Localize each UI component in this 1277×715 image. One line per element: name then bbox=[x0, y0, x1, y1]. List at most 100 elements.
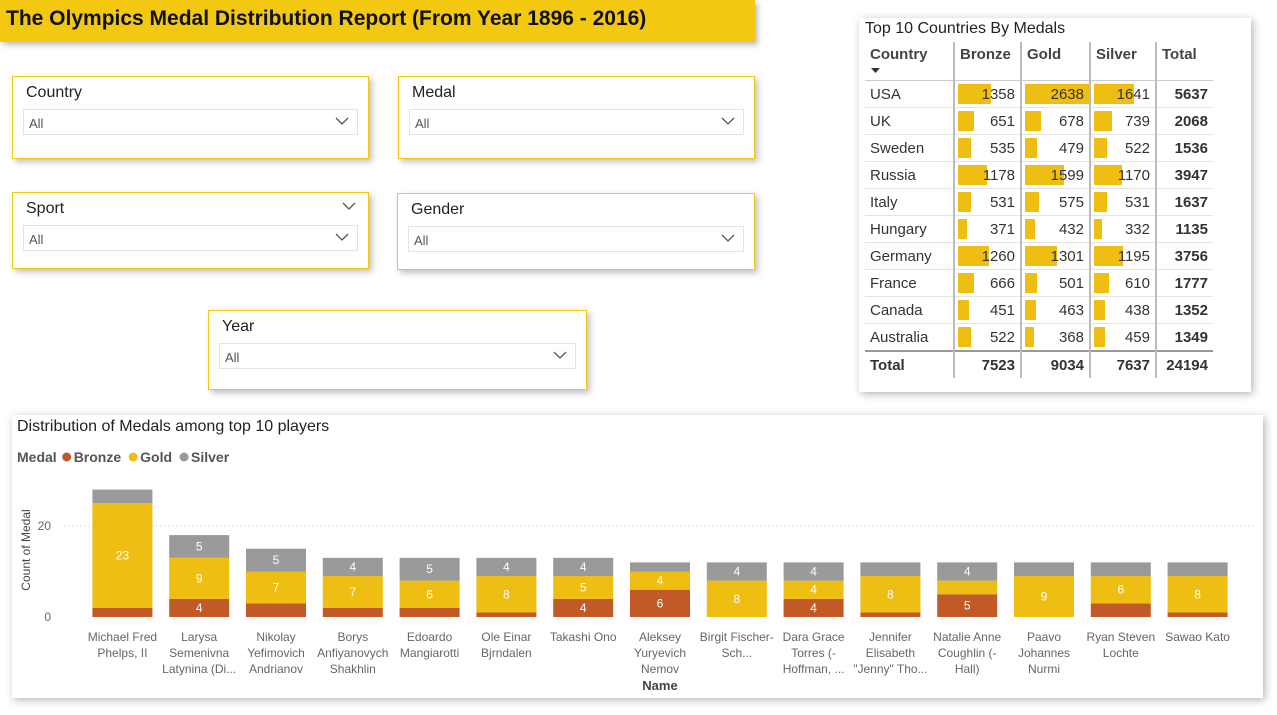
bar-segment bbox=[246, 603, 306, 617]
x-tick-label: Larysa Semenivna Latynina (Di... bbox=[162, 630, 237, 676]
value-cell: 531 bbox=[1089, 188, 1156, 216]
data-label: 6 bbox=[1117, 583, 1124, 597]
country-cell: USA bbox=[865, 80, 954, 108]
dropdown[interactable]: All bbox=[219, 343, 576, 369]
cell-value: 1637 bbox=[1174, 193, 1208, 211]
value-cell: 3947 bbox=[1155, 161, 1213, 189]
bar-segment bbox=[1167, 576, 1228, 613]
data-bar bbox=[1094, 219, 1103, 239]
data-bar bbox=[1094, 111, 1112, 131]
slicer-label: Sport bbox=[26, 200, 65, 217]
slicer[interactable]: Medal All bbox=[398, 76, 755, 159]
header-row: Country Bronze Gold Silver Total bbox=[865, 42, 1213, 81]
cell-value: 1135 bbox=[1175, 220, 1208, 238]
bar-segment bbox=[860, 562, 921, 577]
data-bar bbox=[1025, 327, 1034, 347]
slicer[interactable]: Year All bbox=[208, 310, 587, 390]
value-cell: 2638 bbox=[1020, 80, 1090, 108]
x-tick-label: Sawao Kato bbox=[1165, 630, 1230, 644]
cell-value: 651 bbox=[989, 112, 1015, 130]
cell-value: 368 bbox=[1058, 328, 1084, 346]
column-header: Total bbox=[1155, 42, 1213, 81]
data-label: 5 bbox=[580, 580, 587, 594]
dropdown-value: All bbox=[29, 232, 44, 247]
dropdown-value: All bbox=[225, 350, 240, 365]
cell-value: 451 bbox=[989, 301, 1015, 319]
data-bar bbox=[958, 84, 991, 104]
data-label: 8 bbox=[887, 587, 894, 601]
bar-segment bbox=[783, 580, 844, 599]
value-cell: 1170 bbox=[1089, 161, 1156, 189]
table-row: UK 651 678 739 2068 bbox=[865, 107, 1213, 135]
table-row: Italy 531 575 531 1637 bbox=[865, 188, 1213, 216]
bar-segment bbox=[92, 503, 153, 608]
column-header: Country bbox=[865, 42, 954, 81]
cell-value: 3756 bbox=[1174, 247, 1208, 265]
data-bar bbox=[958, 192, 971, 212]
bar-segment bbox=[937, 580, 998, 595]
cell-value: 666 bbox=[989, 274, 1015, 292]
dropdown[interactable]: All bbox=[23, 109, 358, 135]
dropdown[interactable]: All bbox=[23, 225, 358, 251]
country-name: France bbox=[870, 274, 917, 292]
country-name: Australia bbox=[870, 328, 929, 346]
slicer-label: Country bbox=[26, 84, 83, 101]
cell-value: 371 bbox=[989, 220, 1015, 238]
column-header: Bronze bbox=[953, 42, 1021, 81]
table-row: USA 1358 2638 1641 5637 bbox=[865, 80, 1213, 108]
data-label: 6 bbox=[657, 596, 664, 610]
cell-value: 5637 bbox=[1174, 85, 1208, 103]
slicer[interactable]: Gender All bbox=[397, 193, 755, 270]
cell-value: 1195 bbox=[1117, 247, 1150, 265]
country-name: USA bbox=[870, 85, 901, 103]
value-cell: 575 bbox=[1020, 188, 1090, 216]
bar-segment bbox=[553, 576, 614, 599]
dropdown[interactable]: All bbox=[409, 109, 744, 135]
collapse-chevron[interactable] bbox=[342, 202, 356, 211]
slicer-label: Gender bbox=[411, 201, 465, 218]
data-bar bbox=[958, 138, 971, 158]
column-header-text: Silver bbox=[1096, 46, 1137, 63]
column-header: Silver bbox=[1089, 42, 1156, 81]
country-cell: Sweden bbox=[865, 134, 954, 162]
data-bar bbox=[1025, 165, 1064, 185]
bar-segment bbox=[399, 607, 460, 617]
x-tick-label: Takashi Ono bbox=[549, 630, 617, 644]
y-tick-label: 20 bbox=[38, 519, 52, 533]
bar-segment bbox=[783, 562, 844, 581]
x-tick-label-box: Takashi Ono bbox=[549, 630, 617, 644]
slicer[interactable]: Country All bbox=[12, 76, 369, 159]
cell-value: 1641 bbox=[1116, 85, 1150, 103]
x-axis-title: Name bbox=[642, 678, 677, 693]
x-tick-label: Michael Fred Phelps, II bbox=[87, 630, 158, 660]
bar-segment bbox=[1167, 562, 1228, 577]
bar-segment bbox=[246, 548, 306, 572]
total-cell: Total bbox=[865, 350, 954, 378]
total-row: Total 7523 9034 7637 24194 bbox=[865, 350, 1213, 378]
data-bar bbox=[1094, 84, 1134, 104]
cell-value: 479 bbox=[1058, 139, 1084, 157]
data-bar bbox=[1025, 84, 1089, 104]
bar-segment bbox=[937, 594, 998, 617]
bar-segment bbox=[706, 580, 767, 617]
x-tick-label-box: Borys Anfiyanovych Shakhlin bbox=[317, 630, 388, 676]
country-name: Canada bbox=[870, 301, 923, 319]
legend-label: Gold bbox=[140, 449, 172, 465]
value-cell: 1641 bbox=[1089, 80, 1156, 108]
bar-segment bbox=[937, 562, 998, 581]
chevron bbox=[553, 351, 567, 359]
column-header: Gold bbox=[1020, 42, 1090, 81]
bar-segment bbox=[860, 576, 921, 613]
slicer[interactable]: Sport All bbox=[12, 192, 369, 269]
banner: The Olympics Medal Distribution Report (… bbox=[0, 0, 755, 42]
column-header-text: Bronze bbox=[960, 46, 1011, 63]
table-title: Top 10 Countries By Medals bbox=[865, 20, 1066, 37]
chevron bbox=[335, 117, 349, 125]
dropdown[interactable]: All bbox=[408, 226, 744, 252]
cell-value: 2638 bbox=[1050, 85, 1084, 103]
bar-segment bbox=[169, 598, 230, 617]
country-name: Italy bbox=[870, 193, 898, 211]
bar-segment bbox=[476, 557, 537, 577]
bar-segment bbox=[322, 607, 383, 617]
data-bar bbox=[1025, 273, 1038, 293]
